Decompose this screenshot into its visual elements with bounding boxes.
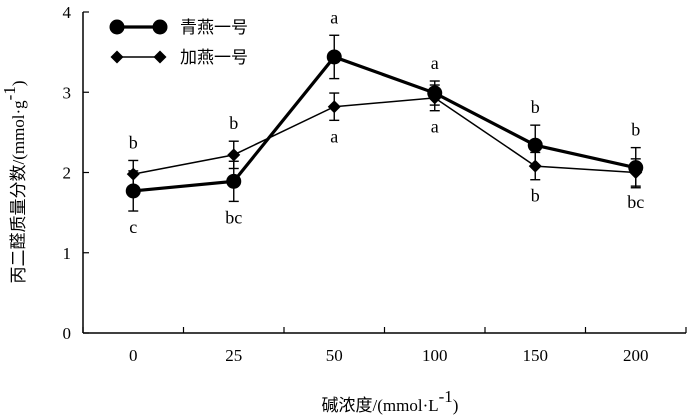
series-line	[133, 97, 636, 175]
data-point	[326, 49, 342, 65]
x-axis-title: 碱浓度/(mmol·L-1)	[322, 387, 459, 417]
y-tick-label: 3	[63, 83, 72, 102]
legend-marker	[152, 19, 168, 35]
series-line	[133, 55, 637, 193]
data-point	[226, 173, 242, 189]
y-tick-label: 2	[63, 164, 72, 183]
legend-marker	[110, 50, 124, 64]
y-tick-label: 0	[63, 324, 72, 343]
series-1: c bc a a b b	[125, 7, 644, 237]
x-tick-label: 150	[523, 346, 549, 365]
significance-label: b	[229, 113, 238, 133]
significance-label: b	[531, 97, 540, 117]
data-point	[327, 100, 341, 114]
legend-marker	[153, 50, 167, 64]
data-point	[528, 159, 542, 173]
legend-item: 加燕一号	[110, 48, 248, 68]
y-axis-title: 丙二醛质量分数/(mmol·g-1)	[0, 80, 29, 283]
significance-label: bc	[225, 207, 242, 227]
significance-label: a	[330, 126, 338, 146]
significance-label: b	[631, 120, 640, 140]
x-tick-label: 50	[326, 346, 343, 365]
significance-label: b	[531, 186, 540, 206]
data-point	[126, 167, 140, 181]
significance-label: a	[431, 53, 439, 73]
x-tick-label: 25	[225, 346, 242, 365]
series-2: b b a a b bc	[126, 84, 644, 212]
significance-label: c	[129, 217, 137, 237]
legend-label: 青燕一号	[180, 18, 248, 38]
data-point	[527, 137, 543, 153]
x-tick-label: 200	[623, 346, 649, 365]
data-point	[629, 166, 643, 179]
significance-label: a	[330, 7, 338, 27]
data-point	[227, 148, 241, 162]
x-tick-label: 100	[422, 346, 448, 365]
series-layer: c bc a a b b b b a a b bc	[125, 7, 644, 237]
y-tick-label: 1	[63, 244, 72, 263]
legend-label: 加燕一号	[180, 48, 248, 68]
legend-item: 青燕一号	[109, 18, 248, 38]
significance-label: bc	[627, 192, 644, 212]
significance-label: b	[129, 132, 138, 152]
data-point	[428, 91, 442, 105]
legend-marker	[109, 19, 125, 35]
significance-label: a	[431, 117, 439, 137]
axes: 0 1 2 3 4 0 25 50 100 150 200	[63, 3, 687, 365]
y-tick-label: 4	[63, 3, 72, 22]
x-tick-label: 0	[129, 346, 138, 365]
